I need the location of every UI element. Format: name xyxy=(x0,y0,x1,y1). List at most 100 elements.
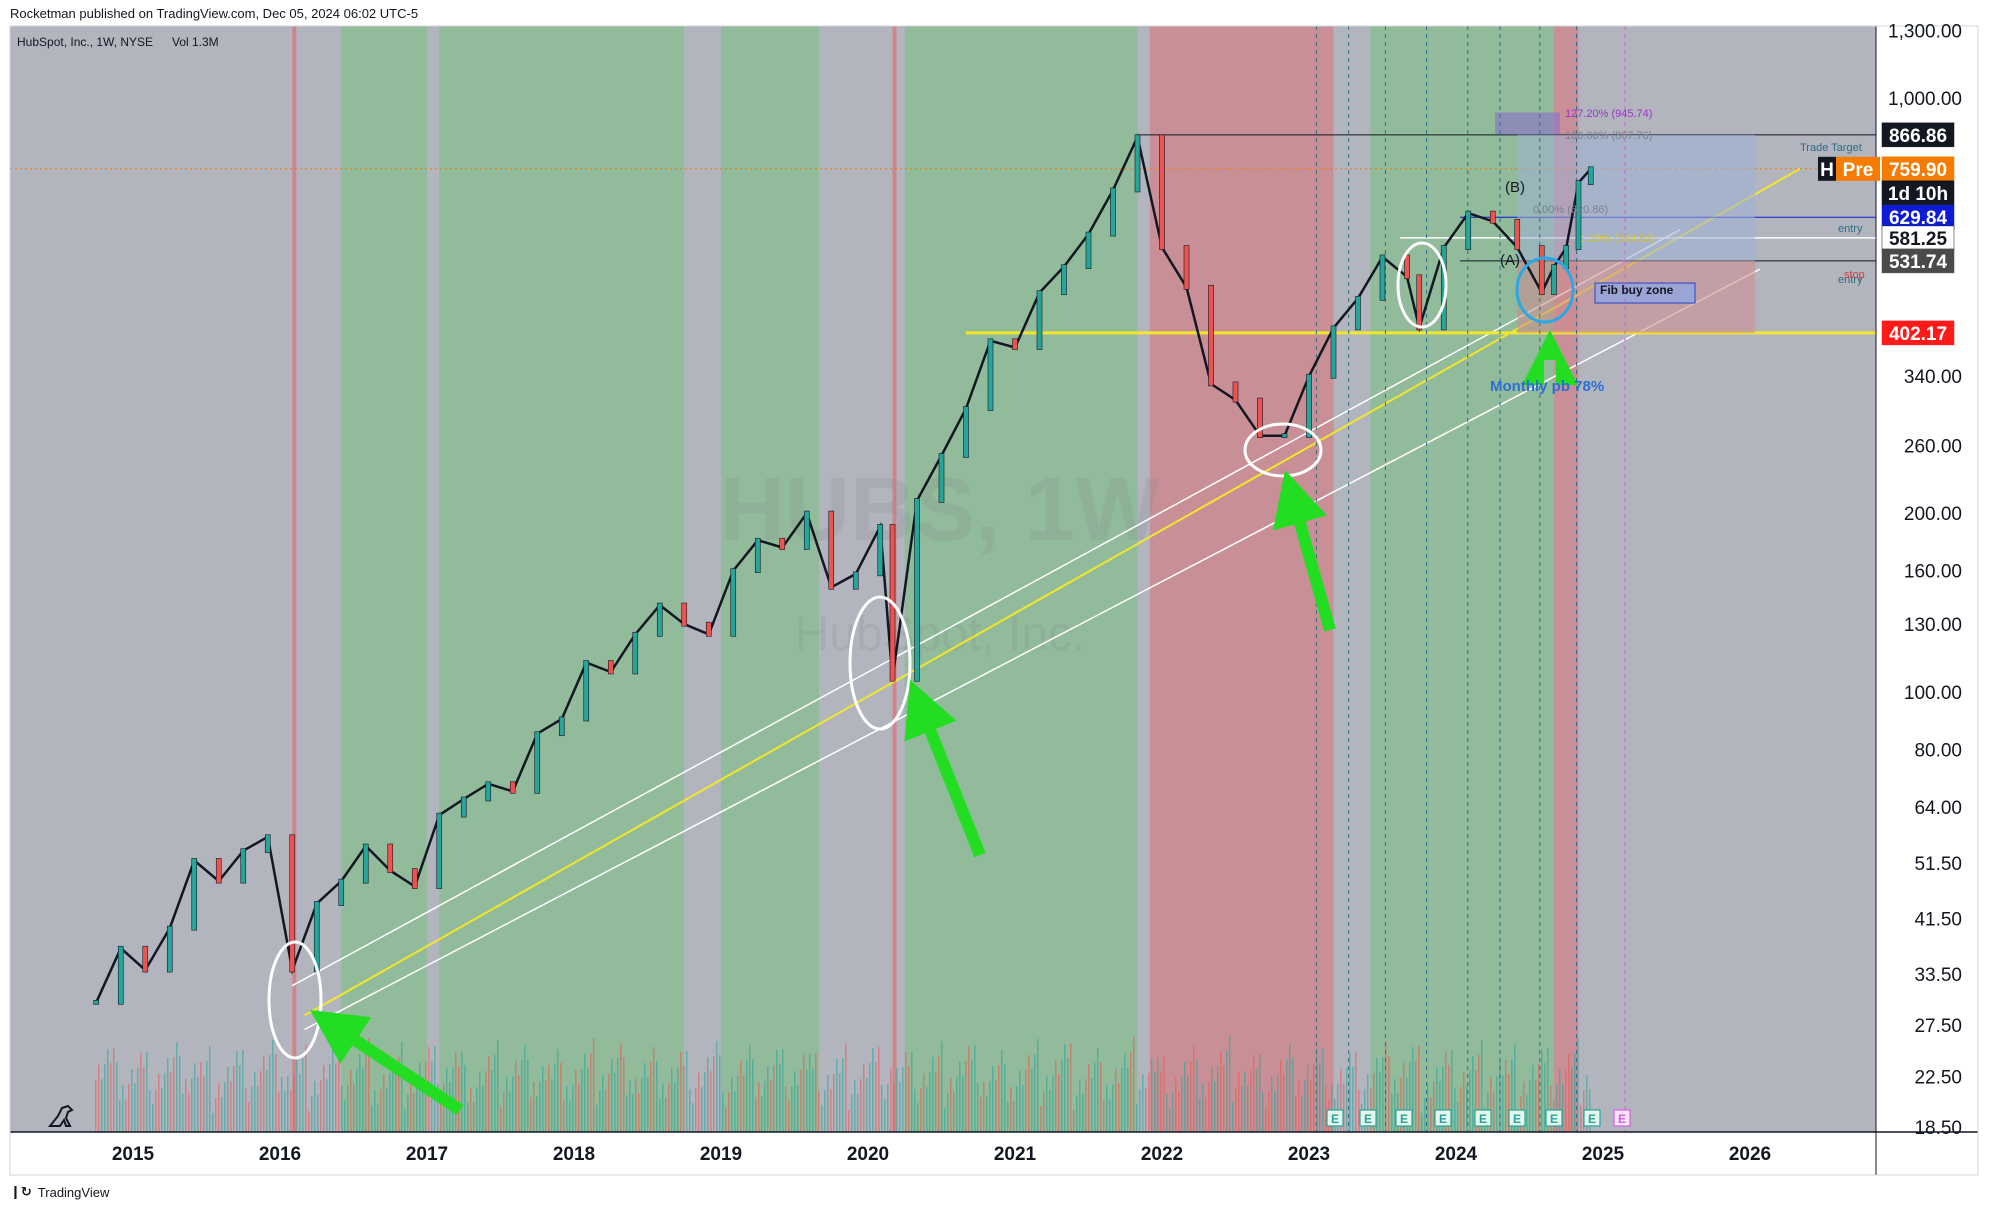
volume-bar xyxy=(1367,1074,1369,1132)
price-tag-bg xyxy=(1881,320,1955,346)
volume-bar xyxy=(1403,1063,1405,1132)
volume-bar xyxy=(512,1076,514,1132)
volume-bar xyxy=(104,1064,106,1132)
volume-bar xyxy=(1100,1062,1102,1132)
volume-bar xyxy=(1346,1068,1348,1132)
volume-bar xyxy=(497,1040,499,1132)
volume-bar xyxy=(1532,1065,1534,1132)
volume-bar xyxy=(617,1058,619,1132)
tradingview-dino-icon[interactable] xyxy=(47,1104,74,1127)
volume-bar xyxy=(461,1051,463,1132)
volume-bar xyxy=(614,1073,616,1132)
volume-bar xyxy=(593,1038,595,1132)
price-candle xyxy=(963,406,969,458)
price-candle xyxy=(730,568,737,637)
earnings-marker-icon xyxy=(1395,1109,1413,1127)
stop-label: stop xyxy=(1844,269,1865,281)
y-axis[interactable]: 1,300.00 1,000.00 340.00 260.00 200.00 160.00… xyxy=(1888,21,1962,1139)
green-arrow-icon xyxy=(310,1010,464,1115)
volume-bar xyxy=(218,1083,220,1132)
volume-bar xyxy=(1265,1106,1267,1132)
volume-bar xyxy=(1190,1061,1192,1132)
earnings-marker-icon xyxy=(1359,1109,1377,1127)
volume-bar xyxy=(914,1089,916,1132)
volume-bar xyxy=(1211,1067,1213,1132)
volume-bar xyxy=(500,1107,502,1132)
volume-bar xyxy=(1538,1064,1540,1132)
volume-bar xyxy=(896,1068,898,1132)
price-candle xyxy=(1208,284,1214,387)
x-axis[interactable]: 2015 2016 2017 2018 2019 2020 2021 2022 2023 2024… xyxy=(112,1144,1771,1165)
volume-bar xyxy=(251,1087,253,1132)
volume-bar xyxy=(317,1095,319,1132)
regime-band xyxy=(439,26,685,1132)
volume-bar xyxy=(1274,1090,1276,1132)
h-badge-bg xyxy=(1818,156,1836,181)
volume-bar xyxy=(962,1076,964,1132)
fib-127-label: 127.20% (945.74) xyxy=(1565,108,1652,120)
volume-bar xyxy=(941,1041,943,1132)
volume-bar xyxy=(1565,1069,1567,1132)
volume-bar xyxy=(263,1056,265,1132)
volume-bar xyxy=(1025,1070,1027,1132)
volume-bar xyxy=(1313,1064,1315,1132)
volume-bar xyxy=(773,1065,775,1132)
x-tick-label: 2021 xyxy=(994,1144,1037,1165)
volume-bar xyxy=(242,1050,244,1132)
volume-bar xyxy=(1427,1083,1429,1132)
volume-bar xyxy=(1220,1051,1222,1132)
volume-bar xyxy=(1355,1052,1357,1132)
volume-bar xyxy=(1577,1038,1579,1132)
y-tick-label: 1,300.00 xyxy=(1888,21,1962,42)
upcoming-earnings-label: E xyxy=(1618,1112,1626,1126)
volume-bar xyxy=(1157,1057,1159,1132)
volume-bar xyxy=(1376,1058,1378,1132)
x-tick-label: 2017 xyxy=(406,1144,448,1165)
volume-bar xyxy=(1268,1091,1270,1132)
volume-bar xyxy=(353,1084,355,1132)
x-tick-label: 2019 xyxy=(700,1144,742,1165)
volume-bar xyxy=(1121,1068,1123,1132)
volume-bar xyxy=(710,1071,712,1132)
price-tag: 759.90 xyxy=(1881,156,1955,182)
volume-bar xyxy=(1436,1067,1438,1132)
price-candle xyxy=(1514,218,1521,250)
volume-bar xyxy=(791,1086,793,1132)
earnings-marker-icon xyxy=(1583,1109,1601,1127)
volume-bar xyxy=(944,1108,946,1132)
price-candle xyxy=(1183,245,1190,290)
volume-bar xyxy=(185,1079,187,1132)
volume-bar xyxy=(1418,1046,1420,1132)
footer-brand[interactable]: TradingView xyxy=(37,1185,110,1200)
volume-bar xyxy=(1331,1085,1333,1132)
volume-bar xyxy=(455,1052,457,1132)
volume-bar xyxy=(1478,1055,1480,1132)
volume-bar xyxy=(527,1059,529,1132)
volume-bar xyxy=(410,1079,412,1132)
volume-bar xyxy=(230,1081,232,1132)
volume-bar xyxy=(1493,1091,1495,1132)
volume-bar xyxy=(125,1099,127,1132)
volume-bar xyxy=(380,1089,382,1132)
volume-bar xyxy=(1088,1064,1090,1132)
price-candle xyxy=(1489,210,1496,224)
price-candle xyxy=(607,660,614,675)
volume-bar xyxy=(566,1086,568,1132)
volume-bar xyxy=(539,1081,541,1132)
volume-bar xyxy=(620,1043,622,1132)
volume-bar xyxy=(395,1072,397,1132)
volume-bar xyxy=(170,1072,172,1132)
x-tick-label: 2016 xyxy=(259,1144,301,1165)
volume-bar xyxy=(662,1084,664,1132)
volume-bar xyxy=(929,1072,931,1132)
volume-bar xyxy=(746,1060,748,1132)
y-tick-label: 22.50 xyxy=(1914,1068,1962,1089)
volume-bar xyxy=(1349,1053,1351,1132)
volume-bar xyxy=(1292,1058,1294,1132)
volume-bar xyxy=(668,1083,670,1132)
volume-bar xyxy=(440,1098,442,1132)
volume-bar xyxy=(1136,1104,1138,1132)
published-line: Rocketman published on TradingView.com, … xyxy=(10,6,419,21)
